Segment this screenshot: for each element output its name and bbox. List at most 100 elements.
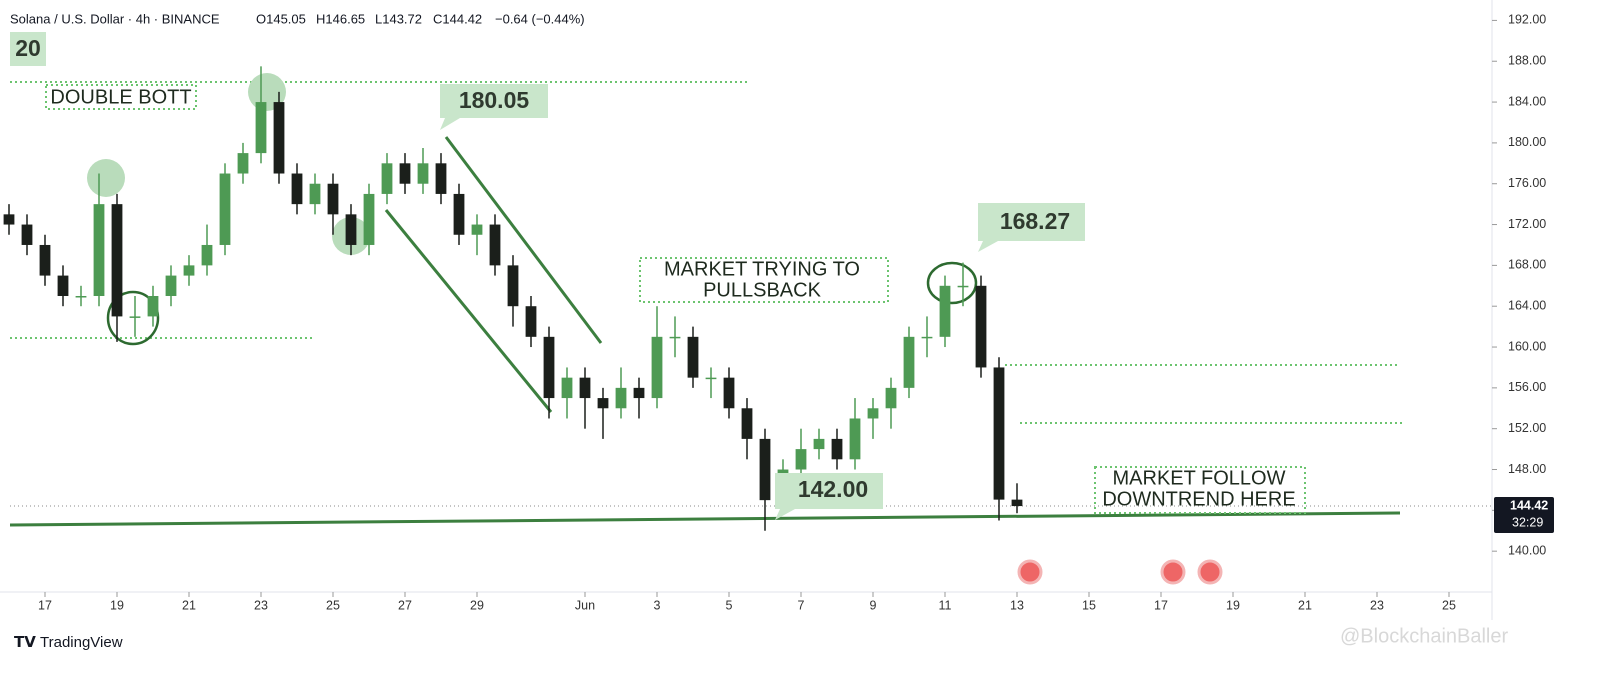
candle-body bbox=[57, 275, 69, 296]
trend-line bbox=[9, 511, 1401, 527]
highlight bbox=[926, 261, 978, 305]
candle-body bbox=[201, 244, 213, 266]
symbol: Solana / U.S. Dollar · 4h · BINANCE bbox=[10, 11, 220, 26]
annotation-box bbox=[1094, 466, 1306, 514]
candle-body bbox=[525, 306, 537, 337]
candle-body bbox=[381, 163, 393, 194]
annotation: 20 bbox=[15, 35, 41, 61]
y-tick-label: 172.00 bbox=[1508, 217, 1546, 231]
candle-body bbox=[1011, 499, 1023, 507]
event-icon[interactable] bbox=[1017, 559, 1043, 585]
candle-body bbox=[669, 336, 681, 339]
x-tick-label: 25 bbox=[1442, 598, 1456, 612]
y-tick-label: 184.00 bbox=[1508, 94, 1546, 108]
candle-body bbox=[345, 214, 357, 245]
y-tick-label: 168.00 bbox=[1508, 258, 1546, 272]
candle-body bbox=[507, 265, 519, 307]
x-tick-label: 13 bbox=[1010, 598, 1024, 612]
y-tick-label: 152.00 bbox=[1508, 421, 1546, 435]
logo: 𝗧𝗩 bbox=[14, 634, 36, 651]
highlight bbox=[106, 290, 160, 346]
candle-body bbox=[255, 102, 267, 154]
y-tick-label: 148.00 bbox=[1508, 462, 1546, 476]
annotation: DOWNTREND HERE bbox=[1102, 488, 1295, 510]
countdown: 32:29 bbox=[1512, 515, 1543, 529]
x-tick-label: 9 bbox=[870, 598, 877, 612]
x-tick-label: 17 bbox=[1154, 598, 1168, 612]
candle-body bbox=[165, 275, 177, 296]
x-tick-label: 5 bbox=[726, 598, 733, 612]
candle-body bbox=[471, 224, 483, 235]
x-tick-label: 17 bbox=[38, 598, 52, 612]
candle-body bbox=[237, 153, 249, 174]
candle-body bbox=[687, 336, 699, 378]
y-tick-label: 156.00 bbox=[1508, 380, 1546, 394]
candle-body bbox=[651, 336, 663, 399]
x-tick-label: 19 bbox=[110, 598, 124, 612]
candle-body bbox=[795, 449, 807, 470]
x-tick-label: 7 bbox=[798, 598, 805, 612]
y-tick-label: 160.00 bbox=[1508, 339, 1546, 353]
candle-body bbox=[543, 336, 555, 399]
candle-body bbox=[939, 285, 951, 337]
y-tick-label: 180.00 bbox=[1508, 135, 1546, 149]
change: −0.64 (−0.44%) bbox=[495, 11, 585, 26]
x-tick-label: 23 bbox=[254, 598, 268, 612]
candle-body bbox=[921, 336, 933, 339]
candle-body bbox=[615, 387, 627, 409]
watermark: @BlockchainBaller bbox=[1340, 625, 1508, 647]
annotation: 142.00 bbox=[798, 476, 868, 502]
trend-line bbox=[384, 209, 553, 413]
x-tick-label: 15 bbox=[1082, 598, 1096, 612]
candle-body bbox=[633, 387, 645, 399]
candle-body bbox=[273, 102, 285, 174]
candle-body bbox=[327, 183, 339, 215]
x-tick-label: 19 bbox=[1226, 598, 1240, 612]
annotation: DOUBLE BOTT bbox=[50, 86, 191, 108]
candle-body bbox=[831, 438, 843, 460]
y-tick-label: 140.00 bbox=[1508, 543, 1546, 557]
candle-body bbox=[597, 398, 609, 409]
annotation-pointer bbox=[775, 509, 795, 520]
annotations: 20 DOUBLE BOTT 180.05 MARKET TRYING TO P… bbox=[10, 32, 1306, 585]
annotation: MARKET FOLLOW bbox=[1113, 467, 1286, 489]
y-tick-label: 164.00 bbox=[1508, 299, 1546, 313]
candle-body bbox=[291, 173, 303, 205]
candle-body bbox=[813, 438, 825, 450]
annotation-pointer bbox=[978, 241, 998, 252]
ohlc-low: L143.72 bbox=[375, 11, 422, 26]
x-tick-label: 25 bbox=[326, 598, 340, 612]
candle-body bbox=[453, 193, 465, 235]
candle-body bbox=[741, 408, 753, 439]
annotation: PULLSBACK bbox=[703, 279, 821, 301]
highlight bbox=[87, 159, 125, 197]
candle-body bbox=[975, 285, 987, 368]
x-tick-label: 21 bbox=[1298, 598, 1312, 612]
x-tick-label: Jun bbox=[575, 598, 595, 612]
price-tag bbox=[1494, 497, 1554, 534]
candle-body bbox=[993, 367, 1005, 500]
ohlc-high: H146.65 bbox=[316, 11, 365, 26]
event-icon[interactable] bbox=[1197, 559, 1223, 585]
candle-body bbox=[183, 265, 195, 276]
annotation-box bbox=[775, 473, 883, 509]
candle-body bbox=[147, 296, 159, 317]
event-icon[interactable] bbox=[1160, 559, 1186, 585]
candle-body bbox=[75, 296, 87, 298]
candles bbox=[3, 66, 1023, 531]
annotation-box bbox=[10, 32, 46, 66]
y-tick-label: 176.00 bbox=[1508, 176, 1546, 190]
x-tick-label: 27 bbox=[398, 598, 412, 612]
x-tick-label: 3 bbox=[654, 598, 661, 612]
candle-body bbox=[3, 214, 15, 225]
y-tick-label: 188.00 bbox=[1508, 54, 1546, 68]
annotation: MARKET TRYING TO bbox=[664, 258, 860, 280]
candle-body bbox=[93, 204, 105, 296]
annotation-box bbox=[978, 203, 1085, 241]
highlight bbox=[248, 73, 286, 111]
candle-body bbox=[489, 224, 501, 266]
x-tick-label: 21 bbox=[182, 598, 196, 612]
candle-body bbox=[399, 163, 411, 184]
candle-body bbox=[867, 408, 879, 419]
